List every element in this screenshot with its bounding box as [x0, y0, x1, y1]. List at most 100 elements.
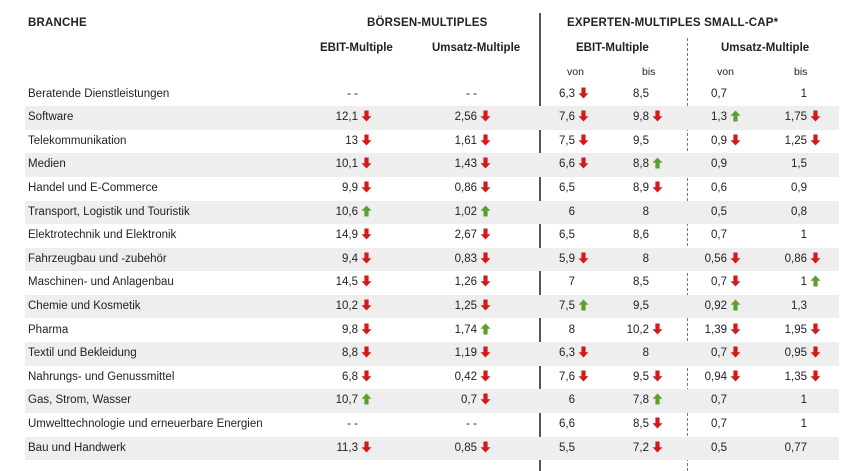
arrow-down-icon	[578, 346, 589, 358]
arrow-down-icon	[480, 110, 491, 122]
arrow-down-icon	[810, 110, 821, 122]
value-cell: 1,43	[455, 153, 491, 177]
arrow-down-icon	[361, 323, 372, 335]
value-text: 0,92	[704, 299, 727, 312]
value-text: 5,9	[559, 252, 575, 265]
value-text: 0,5	[711, 441, 727, 454]
value-cell: 1,25	[455, 295, 491, 319]
branche-name: Gas, Strom, Wasser	[28, 394, 132, 407]
branche-name: Pharma	[28, 323, 69, 336]
arrow-down-icon	[652, 110, 663, 122]
value-text: 1	[800, 417, 807, 430]
value-text: 0,9	[791, 181, 807, 194]
value-text: 0,7	[711, 229, 727, 242]
arrow-up-icon	[730, 299, 741, 311]
branche-name: Fahrzeugbau und -zubehör	[28, 252, 167, 265]
value-text: 13	[345, 134, 358, 147]
table-row: Textil und Bekleidung 8,8 1,19 6,3 8 0,7 0,95	[25, 342, 839, 366]
value-cell: 1,5	[791, 153, 821, 177]
value-cell: 0,7	[711, 342, 741, 366]
value-text: 10,1	[335, 158, 358, 171]
value-cell: 1,95	[785, 319, 821, 343]
value-cell: 1,74	[455, 319, 491, 343]
value-text: 9,5	[633, 134, 649, 147]
value-cell: - -	[347, 413, 372, 437]
value-text: 9,5	[633, 299, 649, 312]
value-cell: 10,1	[336, 153, 372, 177]
value-cell: 1,3	[791, 295, 821, 319]
value-text: 1,3	[791, 299, 807, 312]
value-cell: 2,67	[455, 224, 491, 248]
value-text: 10,7	[335, 394, 358, 407]
value-text: 1	[800, 394, 807, 407]
arrow-down-icon	[480, 275, 491, 287]
branche-name: Bau und Handwerk	[28, 441, 126, 454]
value-cell: 0,83	[455, 248, 491, 272]
value-text: 2,67	[454, 229, 477, 242]
value-text: 1,5	[791, 158, 807, 171]
value-cell: 7,5	[559, 130, 589, 154]
value-text: 10,2	[626, 323, 649, 336]
value-text: 5,5	[559, 441, 575, 454]
value-cell: 0,9	[711, 130, 741, 154]
value-text: 11,3	[336, 441, 358, 454]
arrow-down-icon	[652, 441, 663, 453]
header-ebit-experten: EBIT-Multiple	[576, 42, 649, 54]
value-text: 1,02	[454, 205, 477, 218]
table-row: Chemie und Kosmetik 10,2 1,25 7,5 9,5 0,92 1,3	[25, 294, 839, 319]
arrow-down-icon	[480, 346, 491, 358]
value-cell: 9,5	[633, 295, 663, 319]
section-divider	[539, 13, 541, 471]
value-text: 7,8	[633, 394, 649, 407]
value-text: 8,6	[633, 229, 649, 242]
value-cell: 13	[345, 130, 372, 154]
arrow-up-icon	[652, 157, 663, 169]
arrow-down-icon	[361, 252, 372, 264]
value-text: 1,25	[784, 134, 807, 147]
value-text: 8,5	[633, 276, 649, 289]
value-cell: 14,9	[336, 224, 372, 248]
value-text: 8	[568, 323, 575, 336]
value-cell: 0,94	[705, 366, 741, 390]
table-row: Medien 10,1 1,43 6,6 8,8 0,9 1,5	[25, 153, 839, 177]
value-text: 10,6	[335, 205, 358, 218]
value-text: 8,5	[633, 87, 649, 100]
value-cell: 7,6	[559, 106, 589, 130]
arrow-down-icon	[480, 370, 491, 382]
value-cell: 9,5	[633, 366, 663, 390]
value-cell: 6	[569, 201, 589, 225]
value-cell: 1	[801, 83, 821, 107]
value-text: 10,2	[335, 299, 358, 312]
value-text: 6,5	[559, 229, 575, 242]
value-cell: 0,86	[455, 177, 491, 201]
value-cell: 6,5	[559, 177, 589, 201]
value-text: 0,86	[454, 181, 477, 194]
value-text: 1,26	[454, 276, 477, 289]
branche-name: Textil und Bekleidung	[28, 347, 137, 360]
value-text: 8,5	[633, 417, 649, 430]
value-text: 7,6	[559, 370, 575, 383]
arrow-down-icon	[730, 134, 741, 146]
value-text: 1	[800, 87, 807, 100]
value-cell: 1	[801, 389, 821, 413]
table-row: Fahrzeugbau und -zubehör 9,4 0,83 5,9 8 0,56 0…	[25, 247, 839, 272]
value-text: 6	[568, 394, 575, 407]
arrow-down-icon	[361, 275, 372, 287]
value-cell: 10,2	[336, 295, 372, 319]
value-text: 1,95	[784, 323, 807, 336]
value-cell: 0,85	[455, 437, 491, 461]
value-text: 0,94	[704, 370, 727, 383]
arrow-down-icon	[730, 370, 741, 382]
arrow-down-icon	[480, 157, 491, 169]
header-branche: BRANCHE	[28, 17, 87, 29]
value-text: 1,35	[784, 370, 807, 383]
arrow-down-icon	[480, 134, 491, 146]
value-text: 7,5	[559, 299, 575, 312]
value-cell: 6,6	[559, 153, 589, 177]
header-ebit-von: von	[567, 66, 584, 78]
arrow-down-icon	[480, 299, 491, 311]
value-cell: 8,5	[633, 413, 663, 437]
value-cell: 1	[801, 413, 821, 437]
arrow-down-icon	[730, 252, 741, 264]
